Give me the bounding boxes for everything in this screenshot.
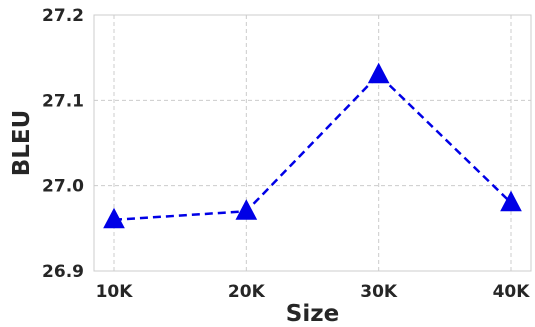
- data-point-marker: [235, 199, 258, 220]
- x-axis-ticks: 10K 20K 30K 40K: [96, 282, 531, 302]
- y-tick-label: 27.0: [42, 177, 84, 197]
- data-point-marker: [500, 190, 522, 212]
- x-axis-label: Size: [286, 301, 339, 327]
- x-tick-label: 20K: [228, 282, 266, 302]
- y-tick-label: 27.2: [42, 6, 84, 26]
- x-tick-label: 10K: [96, 282, 134, 302]
- y-tick-label: 27.1: [42, 91, 84, 111]
- y-axis-label: BLEU: [9, 110, 35, 177]
- series: [103, 62, 522, 229]
- y-axis-ticks: 26.9 27.0 27.1 27.2: [42, 6, 84, 282]
- x-tick-label: 30K: [360, 282, 398, 302]
- x-tick-label: 40K: [493, 282, 531, 302]
- y-tick-label: 26.9: [42, 262, 84, 282]
- plot-frame: [93, 14, 532, 272]
- data-point-marker: [367, 62, 390, 84]
- series-line: [113, 72, 512, 222]
- data-point-marker: [103, 207, 125, 229]
